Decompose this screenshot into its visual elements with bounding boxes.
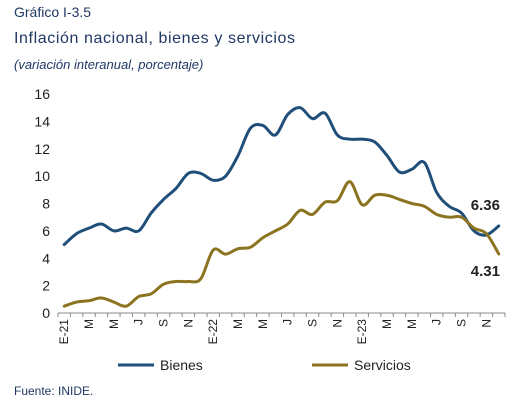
y-tick-label: 12 (34, 141, 50, 157)
x-tick-label: S (306, 319, 320, 327)
y-tick-label: 2 (42, 278, 50, 294)
series-layer (62, 106, 501, 308)
x-tick-label: J (281, 319, 295, 325)
x-tick-label: M (82, 319, 96, 329)
x-axis: E-21 M M J S N E-22 M M J S N E-23 M M J S N (57, 312, 506, 345)
y-tick-label: 16 (34, 86, 50, 102)
source-note: Fuente: INIDE. (14, 384, 94, 398)
chart-subtitle: (variación interanual, porcentaje) (14, 57, 204, 72)
x-tick-label: N (479, 319, 493, 328)
chart-title: Inflación nacional, bienes y servicios (14, 30, 296, 47)
legend-label-bienes: Bienes (160, 357, 203, 373)
x-tick-label: M (231, 319, 245, 329)
x-tick-label: S (455, 319, 469, 327)
x-tick-label: J (430, 319, 444, 325)
x-tick-label: E-23 (355, 319, 369, 345)
figure-label: Gráfico I-3.5 (14, 4, 92, 20)
x-tick-label: N (330, 319, 344, 328)
series-line-servicios (62, 180, 501, 308)
y-tick-label: 14 (34, 113, 50, 129)
y-tick-label: 8 (42, 196, 50, 212)
x-tick-label: M (256, 319, 270, 329)
x-tick-label: M (380, 319, 394, 329)
end-labels: 6.36 4.31 (471, 197, 500, 280)
y-tick-label: 0 (42, 305, 50, 321)
end-value-label: 4.31 (471, 263, 500, 280)
x-tick-label: E-21 (57, 319, 71, 345)
legend-label-servicios: Servicios (354, 357, 411, 373)
x-tick-label: M (405, 319, 419, 329)
y-tick-label: 4 (42, 250, 50, 266)
y-tick-label: 10 (34, 168, 50, 184)
x-tick-label: M (107, 319, 121, 329)
series-line-bienes (62, 106, 501, 247)
x-tick-label: E-22 (206, 319, 220, 345)
y-tick-label: 6 (42, 223, 50, 239)
x-tick-label: J (132, 319, 146, 325)
x-tick-label: S (157, 319, 171, 327)
legend: Bienes Servicios (118, 357, 411, 373)
x-tick-label: N (181, 319, 195, 328)
y-axis: 0 2 4 6 8 10 12 14 16 (34, 86, 50, 321)
end-value-label: 6.36 (471, 197, 500, 214)
